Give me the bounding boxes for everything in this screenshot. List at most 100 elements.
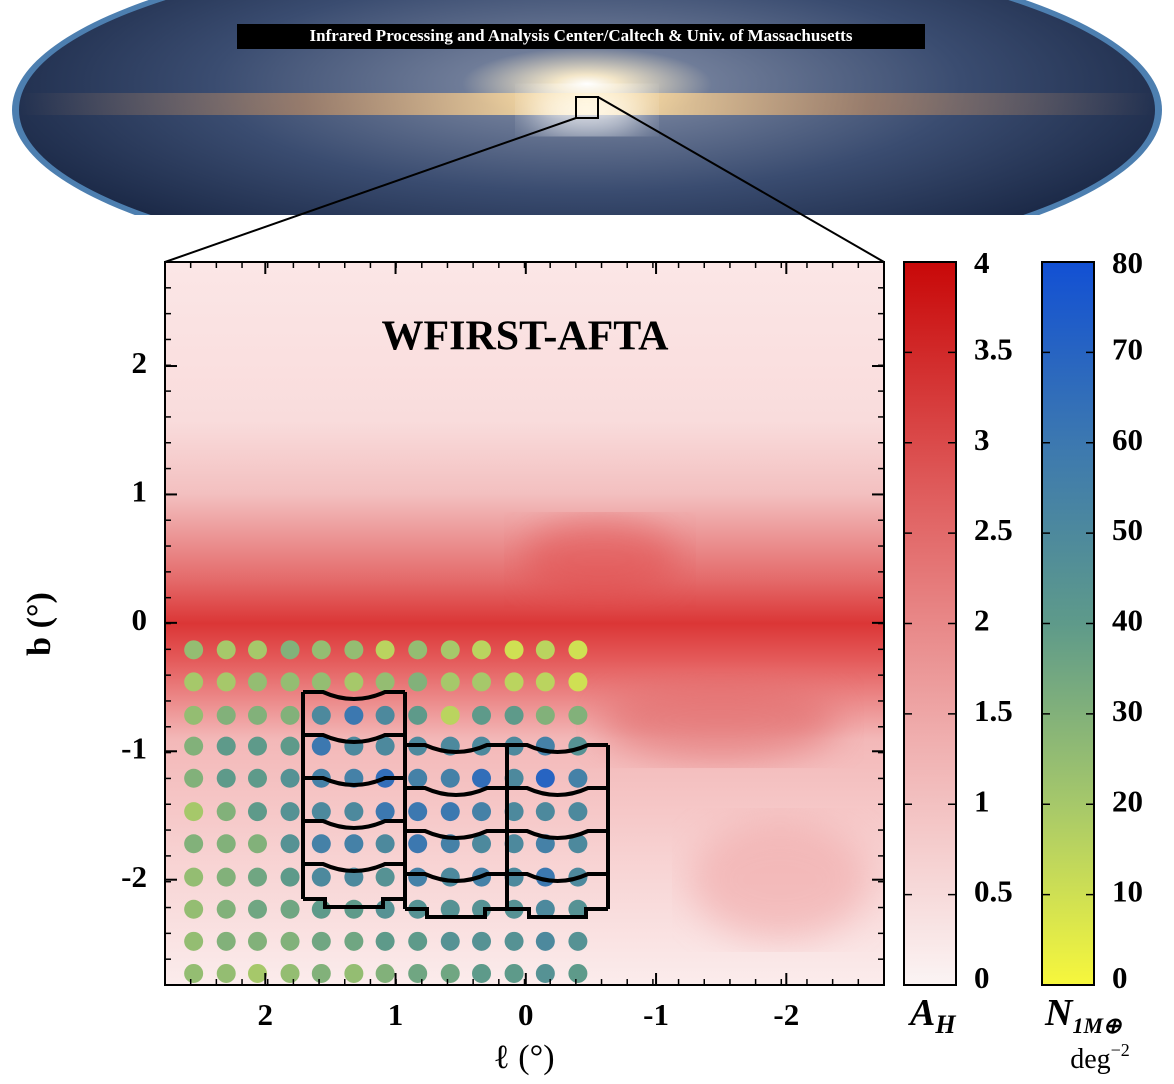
dot xyxy=(311,672,331,692)
dot xyxy=(184,640,204,660)
dot xyxy=(375,963,395,983)
dot xyxy=(440,899,460,919)
dot xyxy=(472,705,492,725)
colorbar-tick-label: 2 xyxy=(974,603,990,638)
zoom-line xyxy=(164,117,577,263)
dot xyxy=(311,963,331,983)
dot xyxy=(247,736,267,756)
field-edge xyxy=(405,786,507,797)
colorbar-tick-label: 3.5 xyxy=(974,331,1013,366)
y-axis-label: b (°) xyxy=(21,592,58,656)
unit: deg xyxy=(1070,1044,1110,1075)
dot xyxy=(440,672,460,692)
dot xyxy=(247,802,267,822)
dot xyxy=(375,705,395,725)
dot xyxy=(440,802,460,822)
dot xyxy=(504,768,524,788)
dot xyxy=(472,963,492,983)
dot xyxy=(311,867,331,887)
field-edge xyxy=(303,897,405,909)
colorbar-tick-label: 3 xyxy=(974,422,990,457)
dot xyxy=(504,802,524,822)
dot xyxy=(247,899,267,919)
dot xyxy=(504,640,524,660)
dot xyxy=(216,931,236,951)
dot xyxy=(568,899,588,919)
dot xyxy=(408,640,428,660)
dot xyxy=(311,802,331,822)
dot xyxy=(184,672,204,692)
sky-image xyxy=(12,0,1162,215)
dot xyxy=(311,705,331,725)
dot xyxy=(375,834,395,854)
x-tick-label: -1 xyxy=(643,997,669,1032)
dot xyxy=(568,802,588,822)
dot xyxy=(375,802,395,822)
colorbar-tick-label: 0.5 xyxy=(974,874,1013,909)
y-tick-label: 0 xyxy=(132,602,148,637)
dot xyxy=(311,834,331,854)
zoom-box xyxy=(575,96,599,119)
colorbar-tick-label: 20 xyxy=(1112,783,1143,818)
field-edge xyxy=(405,743,507,754)
colorbar-tick-label: 70 xyxy=(1112,331,1143,366)
dot xyxy=(408,802,428,822)
dot xyxy=(504,672,524,692)
dot xyxy=(216,672,236,692)
dot xyxy=(535,768,555,788)
dot xyxy=(408,768,428,788)
dot xyxy=(472,834,492,854)
dot xyxy=(247,672,267,692)
zoom-line xyxy=(597,96,885,263)
field-edge xyxy=(405,829,507,840)
x-tick-label: 0 xyxy=(518,997,534,1032)
dot xyxy=(375,899,395,919)
colorbar-tick-label: 0 xyxy=(974,960,990,995)
survey-fields xyxy=(301,690,610,919)
colorbar-tick-label: 50 xyxy=(1112,512,1143,547)
label-sub: H xyxy=(934,1010,956,1039)
dot xyxy=(535,899,555,919)
field-edge xyxy=(303,690,405,701)
dot xyxy=(568,705,588,725)
colorbar-tick-label: 1 xyxy=(974,783,990,818)
dot xyxy=(535,931,555,951)
dot xyxy=(247,931,267,951)
dot xyxy=(247,705,267,725)
dot xyxy=(344,640,364,660)
dot xyxy=(280,802,300,822)
field-edge xyxy=(303,733,405,744)
colorbar-tick-label: 4 xyxy=(974,245,990,280)
extinction-map xyxy=(165,262,884,985)
y-tick-label: -2 xyxy=(121,859,147,894)
dot xyxy=(344,802,364,822)
colorbar-tick-label: 2.5 xyxy=(974,512,1013,547)
dot xyxy=(311,640,331,660)
dot xyxy=(375,931,395,951)
dot xyxy=(247,768,267,788)
colorbar-tick-label: 40 xyxy=(1112,603,1143,638)
dot xyxy=(504,834,524,854)
dot xyxy=(408,931,428,951)
dot xyxy=(568,963,588,983)
dot xyxy=(344,834,364,854)
label-sub: 1M⊕ xyxy=(1072,1013,1122,1038)
dot xyxy=(311,931,331,951)
dots xyxy=(184,640,588,983)
dot xyxy=(216,963,236,983)
dot xyxy=(535,672,555,692)
dot xyxy=(375,640,395,660)
dot xyxy=(280,931,300,951)
dot xyxy=(472,672,492,692)
dot xyxy=(344,736,364,756)
dot xyxy=(216,640,236,660)
dot xyxy=(440,867,460,887)
dot xyxy=(247,834,267,854)
dot xyxy=(535,640,555,660)
dot xyxy=(344,899,364,919)
field-edge xyxy=(507,872,608,883)
dot xyxy=(408,705,428,725)
dot xyxy=(344,705,364,725)
